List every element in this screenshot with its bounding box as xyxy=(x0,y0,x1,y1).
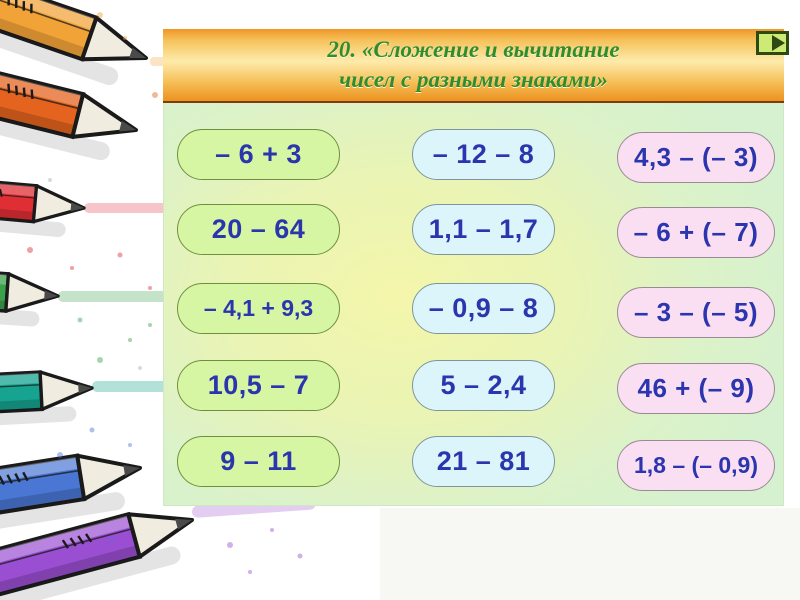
pill-col2-row2[interactable]: 1,1 – 1,7 xyxy=(412,204,555,255)
pill-col2-row5[interactable]: 21 – 81 xyxy=(412,436,555,487)
pill-col2-row3[interactable]: – 0,9 – 8 xyxy=(412,283,555,334)
pencil-orange-red xyxy=(0,43,138,161)
pill-col2-row4[interactable]: 5 – 2,4 xyxy=(412,360,555,411)
pill-col3-row5[interactable]: 1,8 – (– 0,9) xyxy=(617,440,775,491)
pill-col1-row1[interactable]: – 6 + 3 xyxy=(177,129,340,180)
paper-background xyxy=(380,508,800,600)
slide-panel: 20. «Сложение и вычитание чисел с разным… xyxy=(163,29,789,506)
title-line-1: 20. «Сложение и вычитание xyxy=(327,37,620,62)
pill-col1-row3[interactable]: – 4,1 + 9,3 xyxy=(177,283,340,334)
pill-col3-row2[interactable]: – 6 + (– 7) xyxy=(617,207,775,258)
pill-col3-row4[interactable]: 46 + (– 9) xyxy=(617,363,775,414)
pill-col3-row1[interactable]: 4,3 – (– 3) xyxy=(617,132,775,183)
pill-col1-row4[interactable]: 10,5 – 7 xyxy=(177,360,340,411)
pencil-green xyxy=(0,260,60,327)
title-banner: 20. «Сложение и вычитание чисел с разным… xyxy=(163,29,789,103)
play-arrow-icon xyxy=(772,35,785,51)
pencil-teal xyxy=(0,370,94,431)
pencil-orange xyxy=(0,0,148,85)
colored-pencils-illustration xyxy=(0,0,316,600)
pencil-red xyxy=(0,169,86,237)
next-slide-button[interactable] xyxy=(756,31,789,55)
page-title: 20. «Сложение и вычитание чисел с разным… xyxy=(163,29,784,95)
pill-col2-row1[interactable]: – 12 – 8 xyxy=(412,129,555,180)
pencil-blue xyxy=(0,453,142,544)
title-line-2: чисел с разными знаками» xyxy=(339,67,608,92)
pencil-purple xyxy=(0,511,194,600)
pill-col1-row2[interactable]: 20 – 64 xyxy=(177,204,340,255)
pill-col3-row3[interactable]: – 3 – (– 5) xyxy=(617,287,775,338)
paint-splatter xyxy=(27,12,303,574)
pill-col1-row5[interactable]: 9 – 11 xyxy=(177,436,340,487)
